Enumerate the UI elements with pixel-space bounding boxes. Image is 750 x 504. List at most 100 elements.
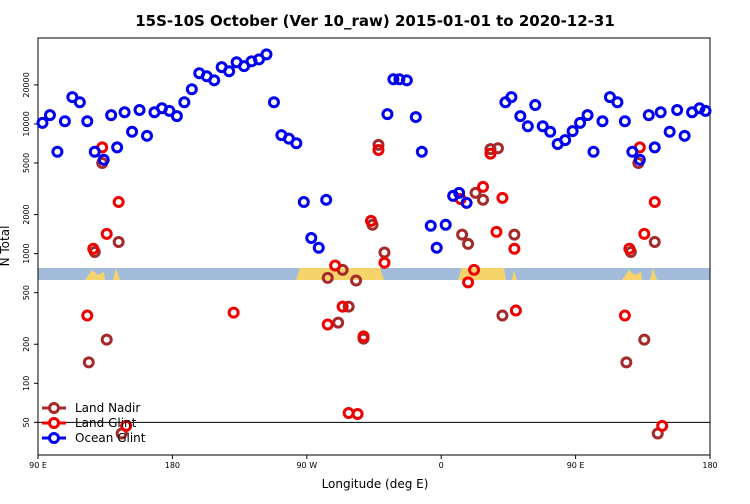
x-tick-label: 90 E bbox=[567, 461, 585, 470]
point bbox=[529, 98, 542, 111]
point bbox=[671, 104, 684, 117]
point bbox=[620, 356, 633, 369]
point bbox=[505, 91, 518, 104]
point bbox=[581, 109, 594, 122]
point bbox=[321, 318, 334, 331]
point bbox=[105, 109, 118, 122]
point bbox=[312, 241, 325, 254]
point bbox=[100, 333, 113, 346]
point bbox=[596, 115, 609, 128]
x-tick-label: 0 bbox=[439, 461, 444, 470]
legend-label: Ocean Glint bbox=[75, 431, 146, 445]
point bbox=[663, 125, 676, 138]
y-tick-label: 2000 bbox=[22, 204, 31, 224]
point bbox=[329, 259, 342, 272]
point bbox=[618, 309, 631, 322]
point bbox=[290, 137, 303, 150]
point bbox=[544, 125, 557, 138]
y-tick-label: 20000 bbox=[22, 72, 31, 97]
y-tick-label: 200 bbox=[22, 337, 31, 352]
point bbox=[477, 180, 490, 193]
point bbox=[462, 237, 475, 250]
point bbox=[43, 109, 56, 122]
point bbox=[587, 145, 600, 158]
point bbox=[453, 186, 466, 199]
point bbox=[424, 219, 437, 232]
point bbox=[88, 145, 101, 158]
point bbox=[357, 330, 370, 343]
point bbox=[297, 196, 310, 209]
point bbox=[208, 74, 221, 87]
point bbox=[521, 120, 534, 133]
point bbox=[514, 110, 527, 123]
y-tick-label: 10000 bbox=[22, 111, 31, 136]
point bbox=[618, 115, 631, 128]
point bbox=[648, 141, 661, 154]
legend-marker bbox=[48, 417, 60, 429]
point bbox=[693, 102, 706, 115]
point bbox=[87, 242, 100, 255]
point bbox=[638, 227, 651, 240]
point bbox=[118, 106, 131, 119]
point bbox=[381, 108, 394, 121]
point bbox=[260, 48, 273, 61]
point bbox=[508, 228, 521, 241]
point bbox=[350, 274, 363, 287]
point bbox=[508, 242, 521, 255]
legend-label: Land Nadir bbox=[75, 401, 140, 415]
point bbox=[400, 74, 413, 87]
chart-title: 15S-10S October (Ver 10_raw) 2015-01-01 … bbox=[135, 12, 615, 30]
point bbox=[484, 147, 497, 160]
point bbox=[559, 134, 572, 147]
point bbox=[81, 309, 94, 322]
point bbox=[58, 115, 71, 128]
point bbox=[678, 129, 691, 142]
point bbox=[133, 104, 146, 117]
point bbox=[351, 407, 364, 420]
point bbox=[460, 196, 473, 209]
point bbox=[332, 316, 345, 329]
point bbox=[112, 196, 125, 209]
point bbox=[509, 304, 522, 317]
point bbox=[305, 231, 318, 244]
point bbox=[496, 191, 509, 204]
point bbox=[648, 235, 661, 248]
point bbox=[415, 145, 428, 158]
point bbox=[51, 145, 64, 158]
point bbox=[321, 271, 334, 284]
point bbox=[490, 225, 503, 238]
legend-label: Land Glint bbox=[75, 416, 137, 430]
point bbox=[439, 218, 452, 231]
point bbox=[642, 109, 655, 122]
point bbox=[387, 73, 400, 86]
point bbox=[623, 242, 636, 255]
point bbox=[372, 138, 385, 151]
point bbox=[496, 309, 509, 322]
point bbox=[336, 300, 349, 313]
map-strip bbox=[38, 268, 710, 280]
point bbox=[566, 125, 579, 138]
point bbox=[112, 235, 125, 248]
point bbox=[81, 115, 94, 128]
point bbox=[409, 111, 422, 124]
point bbox=[227, 306, 240, 319]
x-tick-label: 180 bbox=[702, 461, 717, 470]
point bbox=[654, 106, 667, 119]
point bbox=[126, 125, 139, 138]
point bbox=[648, 196, 661, 209]
point bbox=[267, 96, 280, 109]
point bbox=[36, 116, 49, 129]
y-tick-label: 100 bbox=[22, 376, 31, 391]
point bbox=[430, 241, 443, 254]
point bbox=[477, 193, 490, 206]
point bbox=[342, 300, 355, 313]
point bbox=[170, 110, 183, 123]
point bbox=[111, 141, 124, 154]
point bbox=[378, 256, 391, 269]
point bbox=[378, 246, 391, 259]
point bbox=[574, 116, 587, 129]
point bbox=[469, 186, 482, 199]
point bbox=[699, 104, 712, 117]
y-axis-label: N Total bbox=[0, 226, 12, 267]
